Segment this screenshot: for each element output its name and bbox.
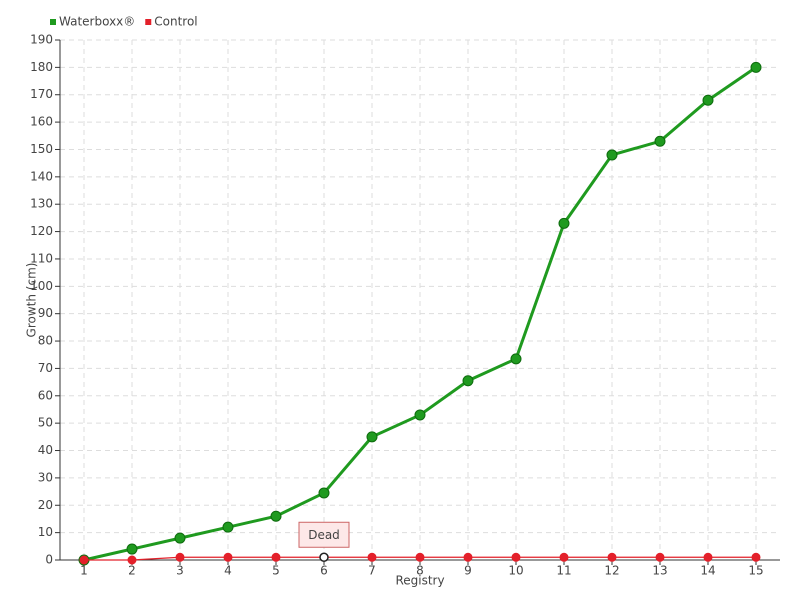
data-point bbox=[511, 552, 521, 562]
y-tick-label: 50 bbox=[38, 416, 53, 430]
data-point bbox=[607, 552, 617, 562]
y-tick-label: 10 bbox=[38, 525, 53, 539]
y-tick-label: 100 bbox=[30, 279, 53, 293]
y-tick-label: 170 bbox=[30, 87, 53, 101]
data-point bbox=[655, 552, 665, 562]
x-tick-label: 8 bbox=[416, 564, 424, 578]
x-tick-label: 11 bbox=[556, 564, 571, 578]
x-tick-label: 5 bbox=[272, 564, 280, 578]
y-tick-label: 70 bbox=[38, 361, 53, 375]
x-tick-label: 2 bbox=[128, 564, 136, 578]
data-point bbox=[174, 532, 186, 544]
y-tick-label: 0 bbox=[45, 553, 53, 567]
data-point bbox=[606, 149, 618, 161]
x-tick-label: 6 bbox=[320, 564, 328, 578]
legend-swatch bbox=[145, 19, 152, 25]
data-point bbox=[223, 552, 233, 562]
data-point bbox=[366, 431, 378, 443]
data-point bbox=[319, 552, 329, 563]
data-point bbox=[463, 552, 473, 562]
y-tick-label: 40 bbox=[38, 443, 53, 457]
data-point bbox=[750, 61, 762, 73]
y-tick-label: 80 bbox=[38, 334, 53, 348]
y-tick-label: 30 bbox=[38, 470, 53, 484]
x-tick-label: 13 bbox=[652, 564, 667, 578]
y-tick-label: 190 bbox=[30, 33, 53, 47]
data-point bbox=[510, 353, 522, 365]
data-point bbox=[702, 94, 714, 106]
y-tick-label: 150 bbox=[30, 142, 53, 156]
data-point bbox=[414, 409, 426, 421]
x-tick-label: 1 bbox=[80, 564, 88, 578]
y-tick-label: 20 bbox=[38, 498, 53, 512]
x-tick-label: 9 bbox=[464, 564, 472, 578]
data-point bbox=[415, 552, 425, 562]
x-tick-label: 7 bbox=[368, 564, 376, 578]
data-point bbox=[222, 521, 234, 533]
x-tick-label: 3 bbox=[176, 564, 184, 578]
data-point bbox=[703, 552, 713, 562]
legend-label: Control bbox=[154, 15, 197, 29]
legend-swatch bbox=[50, 19, 56, 25]
y-tick-label: 60 bbox=[38, 388, 53, 402]
legend: Waterboxx® Control bbox=[50, 15, 198, 29]
data-point bbox=[751, 552, 761, 562]
data-point bbox=[126, 543, 138, 555]
annotation-text: Dead bbox=[308, 528, 340, 542]
y-axis-label: Growth (cm) bbox=[25, 263, 39, 338]
y-tick-label: 90 bbox=[38, 306, 53, 320]
x-tick-label: 12 bbox=[604, 564, 619, 578]
data-point bbox=[271, 552, 281, 562]
x-axis-label: Registry bbox=[395, 574, 444, 588]
y-tick-label: 160 bbox=[30, 115, 53, 129]
data-point bbox=[462, 375, 474, 387]
data-point bbox=[559, 552, 569, 562]
x-tick-label: 15 bbox=[748, 564, 763, 578]
data-point bbox=[558, 217, 570, 229]
x-tick-label: 4 bbox=[224, 564, 232, 578]
y-tick-label: 140 bbox=[30, 169, 53, 183]
y-tick-label: 110 bbox=[30, 251, 53, 265]
data-point bbox=[367, 552, 377, 562]
y-tick-label: 130 bbox=[30, 197, 53, 211]
data-point bbox=[318, 487, 330, 499]
annotation-box bbox=[298, 521, 350, 548]
legend-label: Waterboxx® bbox=[59, 15, 135, 29]
data-point bbox=[79, 555, 89, 565]
y-tick-label: 120 bbox=[30, 224, 53, 238]
data-point bbox=[654, 135, 666, 147]
data-point bbox=[175, 552, 185, 562]
x-tick-label: 10 bbox=[508, 564, 523, 578]
data-point bbox=[127, 555, 137, 565]
data-point bbox=[270, 510, 282, 522]
y-tick-label: 180 bbox=[30, 60, 53, 74]
x-tick-label: 14 bbox=[700, 564, 715, 578]
